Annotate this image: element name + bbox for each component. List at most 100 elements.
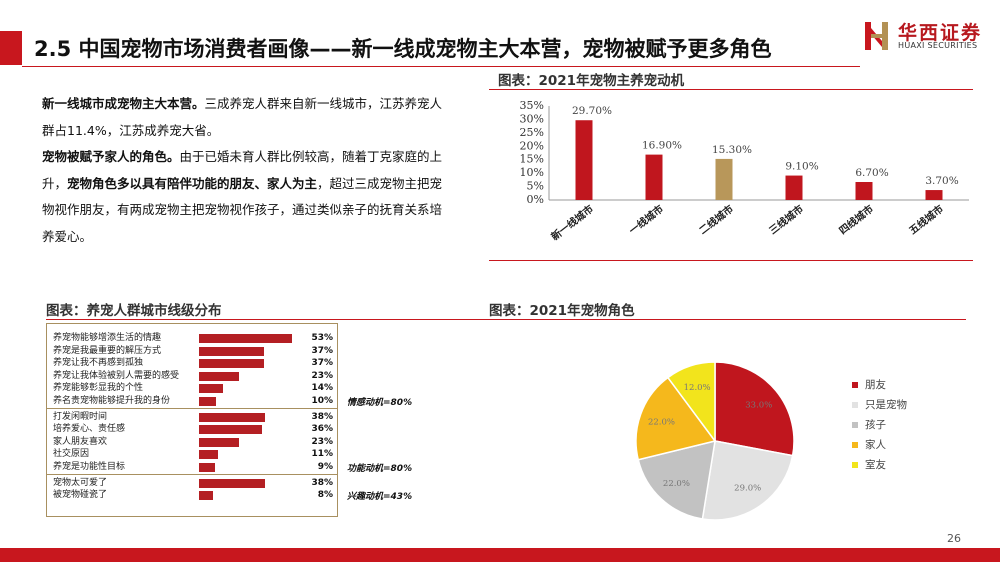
motive-row: 家人朋友喜欢 23% [47, 436, 337, 448]
motive-value: 38% [311, 477, 333, 488]
y-tick-label: 0% [527, 193, 544, 206]
motive-bar [199, 371, 240, 381]
motive-table-title: 图表：养宠人群城市线级分布 [46, 303, 222, 319]
motive-value: 11% [311, 449, 333, 460]
motive-label: 培养爱心、责任感 [53, 424, 126, 435]
motive-label: 家人朋友喜欢 [53, 436, 108, 447]
bar [785, 175, 803, 200]
group-separator [47, 474, 337, 476]
pet-role-pie-chart: 33.0% 29.0% 22.0% 22.0% 12.0% [635, 361, 795, 521]
motive-bar [199, 463, 215, 472]
legend-swatch [852, 462, 858, 468]
y-tick-label: 30% [520, 112, 544, 125]
page-title: 2.5 中国宠物市场消费者画像——新一线成宠物主大本营，宠物被赋予更多角色 [34, 37, 772, 61]
motive-value: 9% [317, 462, 333, 472]
motive-value: 23% [311, 436, 333, 447]
motive-row: 养宠是我最重要的解压方式 37% [47, 345, 337, 357]
motive-row: 养名贵宠物能够提升我的身份 10% [47, 395, 337, 407]
legend-label: 朋友 [865, 379, 886, 391]
motive-bar [199, 346, 264, 356]
group-separator [47, 408, 337, 410]
motive-label: 社交原因 [53, 449, 90, 460]
pie-slice [666, 361, 716, 444]
pie-chart-title: 图表：2021年宠物角色 [489, 303, 635, 319]
motive-label: 被宠物碰瓷了 [53, 490, 108, 501]
motive-label: 养宠能够彰显我的个性 [53, 383, 144, 394]
bar-data-label: 15.30% [712, 144, 752, 156]
motive-bar [199, 397, 217, 406]
y-tick-label: 20% [520, 139, 544, 152]
y-tick-label: 5% [527, 180, 544, 193]
x-tick-label: 四线城市 [836, 202, 876, 237]
motive-table: 养宠物能够增添生活的情趣 53% 养宠是我最重要的解压方式 37% 养宠让我不再感到孤独… [46, 323, 338, 517]
y-tick-label: 25% [520, 126, 544, 139]
motive-row: 宠物太可爱了 38% [47, 477, 337, 489]
motive-row: 社交原因 11% [47, 448, 337, 460]
pie-slice [637, 440, 716, 520]
legend-item: 只是宠物 [852, 397, 907, 412]
motive-value: 23% [311, 370, 333, 381]
x-tick-label: 一线城市 [626, 202, 666, 237]
bar [925, 190, 943, 200]
pie-data-label: 12.0% [684, 383, 711, 393]
motive-bar [199, 412, 266, 422]
legend-swatch [852, 442, 858, 448]
y-tick-label: 10% [520, 166, 544, 179]
title-accent-tab [0, 31, 22, 65]
x-tick-label: 新一线城市 [548, 202, 595, 243]
x-tick-label: 二线城市 [696, 202, 736, 237]
y-tick-label: 15% [520, 153, 544, 166]
legend-swatch [852, 382, 858, 388]
motive-bar [199, 491, 213, 501]
legend-item: 朋友 [852, 377, 886, 392]
logo-english-name: HUAXI SECURITIES [898, 41, 978, 50]
city-tier-bar-chart: 0%5%10%15%20%25%30%35% 29.70% 新一线城市 16.90% 一… [520, 99, 969, 243]
summary-p2-bold: 宠物被赋予家人的角色。 [42, 149, 180, 164]
legend-label: 室友 [865, 459, 886, 471]
motive-row: 养宠物能够增添生活的情趣 53% [47, 332, 337, 344]
legend-item: 家人 [852, 437, 886, 452]
motive-bar [199, 334, 292, 343]
bar [645, 154, 663, 200]
bar [575, 120, 593, 200]
motive-value: 38% [311, 411, 333, 422]
pie-data-label: 22.0% [648, 418, 675, 428]
legend-swatch [852, 402, 858, 408]
motive-label: 养名贵宠物能够提升我的身份 [53, 396, 171, 406]
bar [855, 182, 873, 200]
bar-data-label: 6.70% [855, 167, 888, 179]
summary-p1-bold: 新一线城市成宠物主大本营。 [42, 96, 205, 111]
motive-bar [199, 384, 224, 394]
motive-label: 打发闲暇时间 [53, 411, 108, 422]
bar-chart-title: 图表：2021年宠物主养宠动机 [498, 73, 685, 89]
motive-bar [199, 425, 262, 435]
motive-value: 36% [311, 424, 333, 435]
pie-data-label: 29.0% [734, 484, 761, 494]
motive-label: 养宠让我不再感到孤独 [53, 358, 144, 369]
motive-value: 53% [311, 333, 333, 343]
motive-group-label: 功能动机=80% [347, 464, 413, 474]
x-tick-label: 三线城市 [766, 202, 806, 237]
bar-chart-top-rule [489, 89, 973, 90]
motive-row: 打发闲暇时间 38% [47, 411, 337, 423]
page-number: 26 [947, 532, 961, 545]
title-underline [22, 66, 860, 67]
motive-value: 14% [311, 383, 333, 394]
motive-group-label: 情感动机=80% [347, 398, 413, 408]
motive-bar [199, 437, 240, 447]
x-tick-label: 五线城市 [906, 202, 946, 237]
bar-data-label: 16.90% [642, 140, 682, 152]
motive-label: 养宠物能够增添生活的情趣 [53, 333, 162, 343]
pie-slice [635, 376, 717, 461]
motive-row: 养宠让我不再感到孤独 37% [47, 357, 337, 369]
footer-bar [0, 548, 1000, 562]
pie-slice [701, 440, 794, 521]
motive-label: 养宠是功能性目标 [53, 462, 126, 472]
bar [715, 158, 733, 200]
summary-text: 新一线城市成宠物主大本营。三成养宠人群来自新一线城市，江苏养宠人群占11.4%，… [42, 91, 447, 250]
section-rule [46, 319, 966, 320]
summary-p2-text-c: ，超过三成宠物主把宠物视作朋友，有两成宠物主把宠物视作孩子，通过类似亲子的抚育关… [42, 175, 443, 244]
bar-data-label: 29.70% [572, 105, 612, 117]
summary-p2-text-a: 由于已婚未育人群比例较高，随着丁克家庭的上升， [42, 149, 443, 191]
motive-bar [199, 450, 219, 460]
